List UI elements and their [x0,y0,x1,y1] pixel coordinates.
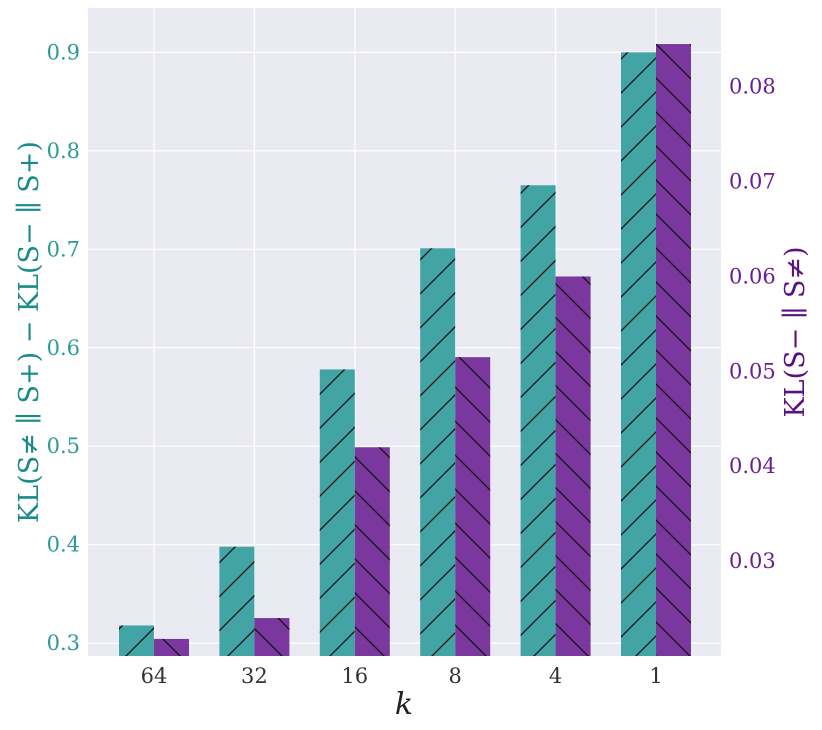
bar-hatch [656,44,691,656]
left-y-axis-label: KL(S≠ ∥ S+) − KL(S− ∥ S+) [14,141,45,523]
right-y-tick-label: 0.06 [729,264,776,288]
right-y-tick-label: 0.08 [729,75,776,99]
bar-right-axis-series-64 [154,638,189,656]
right-y-tick-label: 0.03 [729,549,776,573]
bar-hatch [420,248,456,656]
x-tick-label: 4 [549,664,562,688]
bar-right-axis-series-4 [555,276,591,656]
x-tick-label: 16 [341,664,368,688]
bar-left-axis-series-1 [621,52,656,657]
left-y-tick-label: 0.7 [47,237,80,261]
x-tick-label: 1 [649,664,662,688]
bar-right-axis-series-16 [354,447,390,656]
bar-left-axis-series-16 [319,369,355,656]
bar-group [119,44,691,657]
bar-hatch [621,52,656,657]
bar-left-axis-series-32 [219,546,255,656]
axis-ticks: 0.3 0.4 0.5 0.6 0.7 0.8 0.9 64 32 16 8 4 1 0.03 0.04 0.… [47,40,776,688]
left-y-tick-label: 0.9 [47,40,80,64]
x-tick-label: 64 [141,664,168,688]
right-y-tick-label: 0.05 [729,359,776,383]
bar-left-axis-series-4 [520,185,556,656]
right-y-axis-label: KL(S− ∥ S≠) [780,246,811,417]
x-tick-label: 32 [241,664,268,688]
left-y-tick-label: 0.5 [47,434,80,458]
bar-hatch [219,546,255,656]
left-y-tick-label: 0.4 [47,533,80,557]
bar-left-axis-series-64 [119,625,154,656]
bar-right-axis-series-1 [656,44,691,656]
bar-hatch [319,369,355,656]
right-y-tick-label: 0.04 [729,454,776,478]
bar-right-axis-series-8 [455,357,491,656]
x-axis-label: k [395,687,413,722]
left-y-tick-label: 0.6 [47,336,80,360]
bar-hatch [254,618,290,656]
bar-hatch [555,276,591,656]
bar-hatch [354,447,390,656]
bar-hatch [119,625,154,656]
x-tick-label: 8 [449,664,462,688]
bar-left-axis-series-8 [420,248,456,656]
right-y-tick-label: 0.07 [729,170,776,194]
bar-right-axis-series-32 [254,618,290,656]
bar-hatch [520,185,556,656]
left-y-tick-label: 0.8 [47,139,80,163]
left-y-tick-label: 0.3 [47,631,80,655]
bar-hatch [154,638,189,656]
plot-area [88,8,721,656]
bar-hatch [455,357,491,656]
